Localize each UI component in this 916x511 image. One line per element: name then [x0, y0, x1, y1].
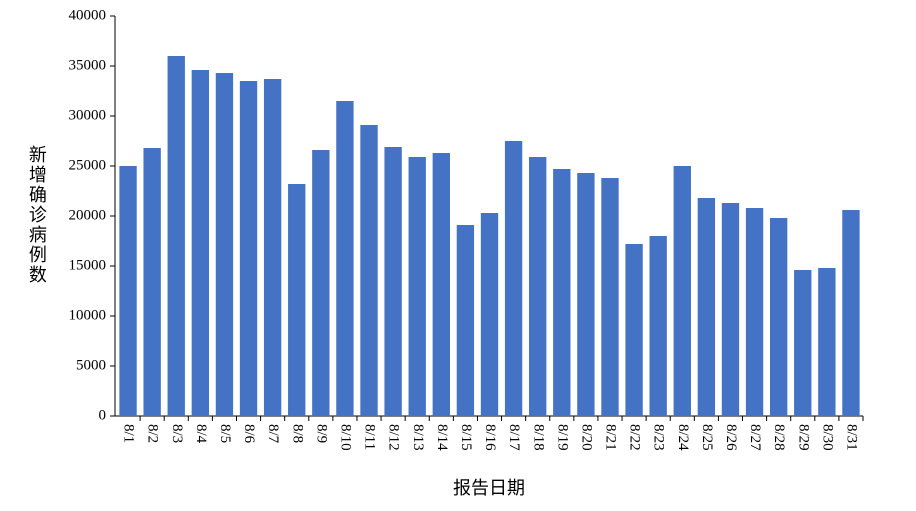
x-tick-label: 8/12 — [386, 424, 402, 451]
bar — [263, 79, 282, 416]
x-tick-label: 8/17 — [506, 424, 522, 451]
bar — [288, 184, 306, 416]
x-tick-label: 8/23 — [651, 424, 667, 451]
bar — [697, 198, 716, 416]
x-tick-label: 8/15 — [458, 424, 474, 451]
bar — [215, 73, 234, 416]
y-axis-label: 新增确诊病例数 — [27, 145, 47, 285]
bar — [673, 166, 691, 416]
x-tick-label: 8/16 — [482, 424, 498, 451]
x-tick-label: 8/29 — [795, 424, 811, 451]
x-tick-label: 8/10 — [337, 424, 353, 451]
bar — [649, 236, 667, 416]
y-tick-label: 10000 — [69, 307, 107, 323]
bar — [456, 225, 475, 416]
bar — [239, 81, 258, 416]
bar — [553, 169, 571, 416]
x-tick-label: 8/6 — [241, 424, 257, 444]
bar — [360, 125, 378, 416]
bar — [119, 166, 137, 416]
bar — [504, 141, 523, 416]
bar — [312, 150, 330, 416]
bar — [769, 218, 788, 416]
bar — [745, 208, 764, 416]
x-tick-label: 8/18 — [530, 424, 546, 451]
x-tick-label: 8/31 — [844, 424, 860, 451]
bar — [529, 157, 547, 416]
bar — [336, 101, 354, 416]
bar — [601, 178, 619, 416]
x-tick-label: 8/22 — [627, 424, 643, 451]
bar — [432, 153, 450, 416]
bar — [818, 268, 836, 416]
x-tick-label: 8/2 — [145, 424, 161, 443]
bar — [842, 210, 860, 416]
y-tick-label: 5000 — [76, 357, 106, 373]
x-tick-label: 8/19 — [554, 424, 570, 451]
x-tick-label: 8/13 — [410, 424, 426, 451]
x-tick-label: 8/24 — [675, 424, 691, 451]
bar — [143, 148, 161, 416]
y-tick-label: 0 — [99, 407, 107, 423]
x-tick-label: 8/3 — [169, 424, 185, 443]
x-tick-label: 8/28 — [771, 424, 787, 451]
bar — [625, 244, 643, 416]
bar — [167, 56, 185, 416]
bar — [408, 157, 426, 416]
x-tick-label: 8/14 — [434, 424, 450, 451]
x-tick-label: 8/5 — [217, 424, 233, 443]
x-tick-label: 8/25 — [699, 424, 715, 451]
bar — [794, 270, 812, 416]
x-axis-label: 报告日期 — [453, 478, 525, 498]
bar — [384, 147, 402, 416]
x-tick-label: 8/4 — [193, 424, 209, 444]
y-tick-label: 20000 — [69, 207, 107, 223]
x-tick-label: 8/8 — [289, 424, 305, 443]
bar — [721, 203, 740, 416]
bar — [480, 213, 499, 416]
x-tick-label: 8/27 — [747, 424, 763, 451]
y-tick-label: 30000 — [69, 107, 107, 123]
x-tick-label: 8/11 — [362, 424, 378, 450]
y-tick-label: 40000 — [69, 7, 107, 23]
x-tick-label: 8/30 — [819, 424, 835, 451]
bar — [577, 173, 595, 416]
x-tick-label: 8/21 — [603, 424, 619, 451]
bar — [191, 70, 210, 416]
x-tick-label: 8/20 — [578, 424, 594, 451]
x-tick-label: 8/1 — [121, 424, 137, 443]
x-tick-label: 8/7 — [265, 424, 281, 444]
y-tick-label: 35000 — [69, 57, 107, 73]
y-tick-label: 15000 — [69, 257, 107, 273]
x-tick-label: 8/26 — [723, 424, 739, 451]
x-tick-label: 8/9 — [313, 424, 329, 443]
y-tick-label: 25000 — [69, 157, 107, 173]
